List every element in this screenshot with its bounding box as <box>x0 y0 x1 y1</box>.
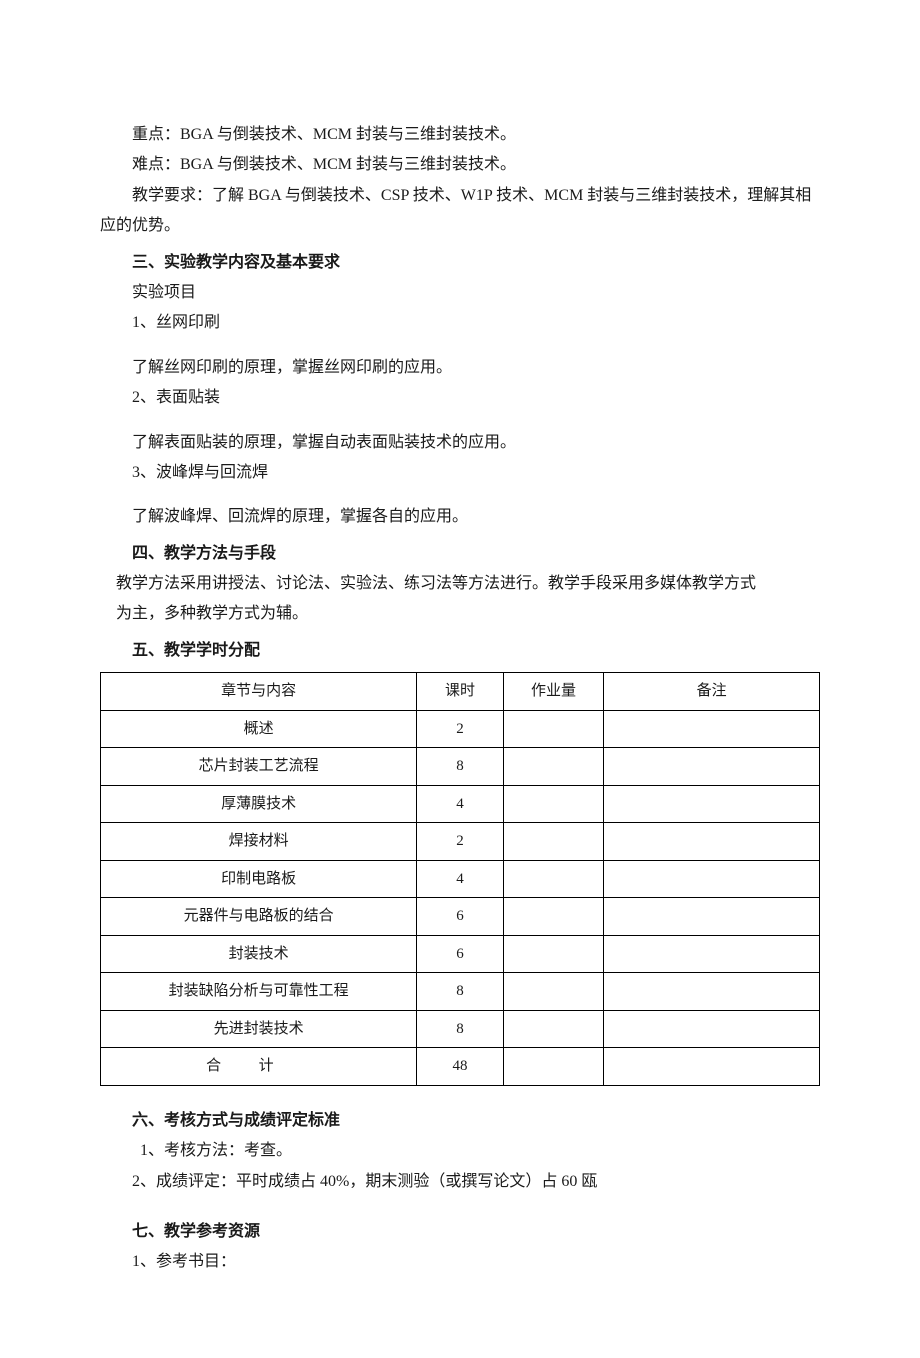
th-chapter: 章节与内容 <box>101 673 417 711</box>
para-requirement-text: 教学要求：了解 BGA 与倒装技术、CSP 技术、W1P 技术、MCM 封装与三… <box>100 187 811 234</box>
cell-note <box>604 898 820 936</box>
cell-hours: 2 <box>417 823 503 861</box>
cell-total-value: 48 <box>417 1048 503 1086</box>
section-4-line2: 为主，多种教学方式为辅。 <box>116 599 820 629</box>
cell-chapter: 印制电路板 <box>101 860 417 898</box>
table-row: 封装缺陷分析与可靠性工程8 <box>101 973 820 1011</box>
cell-work <box>503 973 604 1011</box>
table-row: 先进封装技术8 <box>101 1010 820 1048</box>
cell-note <box>604 973 820 1011</box>
table-total-row: 合计48 <box>101 1048 820 1086</box>
exp-item-3-desc: 了解波峰焊、回流焊的原理，掌握各自的应用。 <box>100 502 820 532</box>
th-workload: 作业量 <box>503 673 604 711</box>
cell-total-label: 合计 <box>101 1048 417 1086</box>
exp-item-1-desc: 了解丝网印刷的原理，掌握丝网印刷的应用。 <box>100 353 820 383</box>
exp-item-2: 2、表面贴装 <box>100 383 820 413</box>
cell-note <box>604 1010 820 1048</box>
exp-item-1: 1、丝网印刷 <box>100 308 820 338</box>
cell-work <box>503 935 604 973</box>
para-key-point: 重点：BGA 与倒装技术、MCM 封装与三维封装技术。 <box>100 120 820 150</box>
cell-hours: 8 <box>417 973 503 1011</box>
cell-note <box>604 710 820 748</box>
cell-work <box>503 710 604 748</box>
cell-chapter: 焊接材料 <box>101 823 417 861</box>
cell-note <box>604 785 820 823</box>
table-row: 封装技术6 <box>101 935 820 973</box>
section-4-line1: 教学方法采用讲授法、讨论法、实验法、练习法等方法进行。教学手段采用多媒体教学方式 <box>116 569 820 599</box>
th-hours: 课时 <box>417 673 503 711</box>
cell-note <box>604 935 820 973</box>
cell-chapter: 元器件与电路板的结合 <box>101 898 417 936</box>
table-row: 芯片封装工艺流程8 <box>101 748 820 786</box>
cell-hours: 6 <box>417 935 503 973</box>
cell-hours: 2 <box>417 710 503 748</box>
cell-work <box>503 860 604 898</box>
sec7-item-1: 1、参考书目： <box>100 1247 820 1277</box>
section-6-title: 六、考核方式与成绩评定标准 <box>100 1106 820 1136</box>
table-row: 焊接材料2 <box>101 823 820 861</box>
cell-note <box>604 823 820 861</box>
cell-note <box>604 860 820 898</box>
cell-chapter: 概述 <box>101 710 417 748</box>
cell-total-note <box>604 1048 820 1086</box>
document-page: 重点：BGA 与倒装技术、MCM 封装与三维封装技术。 难点：BGA 与倒装技术… <box>0 0 920 1358</box>
para-difficulty: 难点：BGA 与倒装技术、MCM 封装与三维封装技术。 <box>100 150 820 180</box>
table-row: 厚薄膜技术4 <box>101 785 820 823</box>
cell-work <box>503 898 604 936</box>
section-3-sub: 实验项目 <box>100 278 820 308</box>
hours-table: 章节与内容 课时 作业量 备注 概述2芯片封装工艺流程8厚薄膜技术4焊接材料2印… <box>100 672 820 1086</box>
section-7-title: 七、教学参考资源 <box>100 1217 820 1247</box>
cell-work <box>503 748 604 786</box>
sec6-item-2: 2、成绩评定：平时成绩占 40%，期末测验（或撰写论文）占 60 瓯 <box>100 1167 820 1197</box>
exp-item-2-desc: 了解表面贴装的原理，掌握自动表面贴装技术的应用。 <box>100 428 820 458</box>
cell-hours: 8 <box>417 1010 503 1048</box>
table-row: 元器件与电路板的结合6 <box>101 898 820 936</box>
para-requirement-1: 教学要求：了解 BGA 与倒装技术、CSP 技术、W1P 技术、MCM 封装与三… <box>100 181 820 242</box>
section-5-title: 五、教学学时分配 <box>100 636 820 666</box>
exp-item-3: 3、波峰焊与回流焊 <box>100 458 820 488</box>
table-row: 印制电路板4 <box>101 860 820 898</box>
cell-work <box>503 785 604 823</box>
cell-chapter: 芯片封装工艺流程 <box>101 748 417 786</box>
cell-chapter: 封装缺陷分析与可靠性工程 <box>101 973 417 1011</box>
table-header-row: 章节与内容 课时 作业量 备注 <box>101 673 820 711</box>
section-4-body: 教学方法采用讲授法、讨论法、实验法、练习法等方法进行。教学手段采用多媒体教学方式… <box>100 569 820 630</box>
cell-note <box>604 748 820 786</box>
cell-chapter: 先进封装技术 <box>101 1010 417 1048</box>
cell-hours: 8 <box>417 748 503 786</box>
cell-chapter: 厚薄膜技术 <box>101 785 417 823</box>
cell-hours: 4 <box>417 785 503 823</box>
th-note: 备注 <box>604 673 820 711</box>
section-4-title: 四、教学方法与手段 <box>100 539 820 569</box>
cell-total-work <box>503 1048 604 1086</box>
cell-work <box>503 1010 604 1048</box>
cell-chapter: 封装技术 <box>101 935 417 973</box>
cell-hours: 6 <box>417 898 503 936</box>
cell-hours: 4 <box>417 860 503 898</box>
sec6-item-1: 1、考核方法：考查。 <box>100 1136 820 1166</box>
cell-work <box>503 823 604 861</box>
table-row: 概述2 <box>101 710 820 748</box>
section-3-title: 三、实验教学内容及基本要求 <box>100 248 820 278</box>
